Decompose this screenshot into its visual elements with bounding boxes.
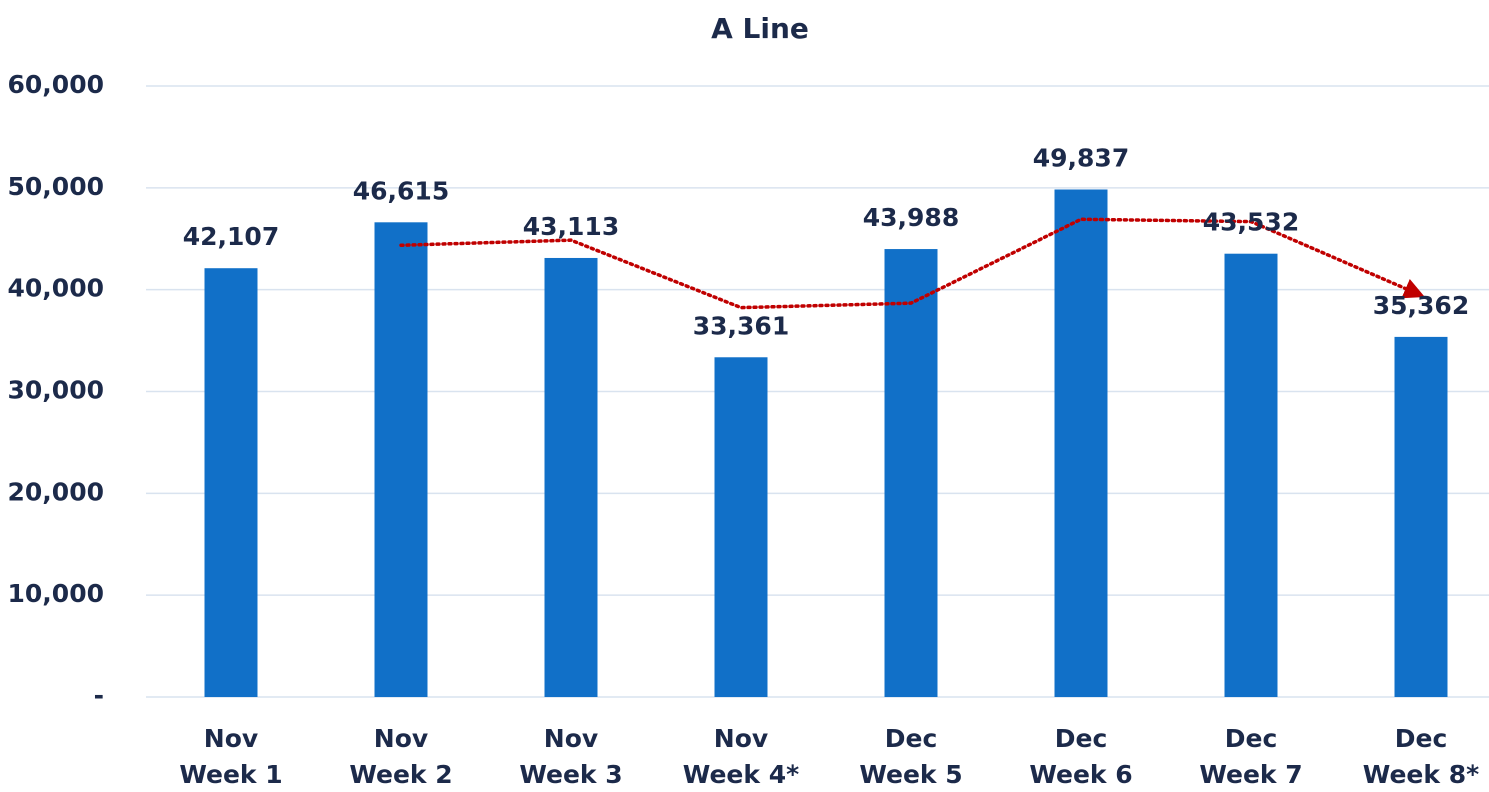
x-tick-label: Nov	[374, 724, 428, 753]
data-label: 42,107	[183, 222, 279, 251]
x-tick-label: Nov	[544, 724, 598, 753]
x-tick-label: Week 4*	[683, 760, 799, 789]
x-tick-label: Week 2	[349, 760, 452, 789]
x-tick-label: Dec	[1055, 724, 1108, 753]
x-tick-label: Week 5	[859, 760, 962, 789]
x-tick-label: Dec	[885, 724, 938, 753]
y-tick-label: 50,000	[8, 172, 104, 201]
x-tick-label: Week 3	[519, 760, 622, 789]
y-tick-label: 10,000	[8, 579, 104, 608]
bar	[714, 357, 768, 697]
x-tick-label: Dec	[1395, 724, 1448, 753]
x-tick-label: Week 7	[1199, 760, 1302, 789]
bar	[1224, 253, 1278, 697]
y-tick-label: 30,000	[8, 376, 104, 405]
bar	[204, 268, 258, 697]
data-label: 49,837	[1033, 143, 1129, 172]
bar	[544, 257, 598, 697]
chart-title: A Line	[711, 12, 809, 45]
bar	[884, 249, 938, 697]
y-tick-label: 20,000	[8, 477, 104, 506]
x-tick-label: Nov	[714, 724, 768, 753]
data-label: 33,361	[693, 311, 789, 340]
y-tick-label: 60,000	[8, 70, 104, 99]
y-tick-label: -	[94, 681, 104, 710]
data-label: 43,988	[863, 203, 959, 232]
x-tick-label: Dec	[1225, 724, 1278, 753]
data-label: 35,362	[1373, 291, 1469, 320]
bar	[1054, 189, 1108, 697]
x-tick-label: Week 6	[1029, 760, 1132, 789]
data-label: 46,615	[353, 176, 449, 205]
x-tick-label: Week 8*	[1363, 760, 1479, 789]
data-label: 43,532	[1203, 208, 1299, 237]
bar	[1394, 336, 1448, 697]
bar	[374, 222, 428, 698]
data-label: 43,113	[523, 212, 619, 241]
y-tick-label: 40,000	[8, 274, 104, 303]
trendline	[399, 217, 1425, 310]
x-tick-label: Nov	[204, 724, 258, 753]
x-tick-label: Week 1	[179, 760, 282, 789]
